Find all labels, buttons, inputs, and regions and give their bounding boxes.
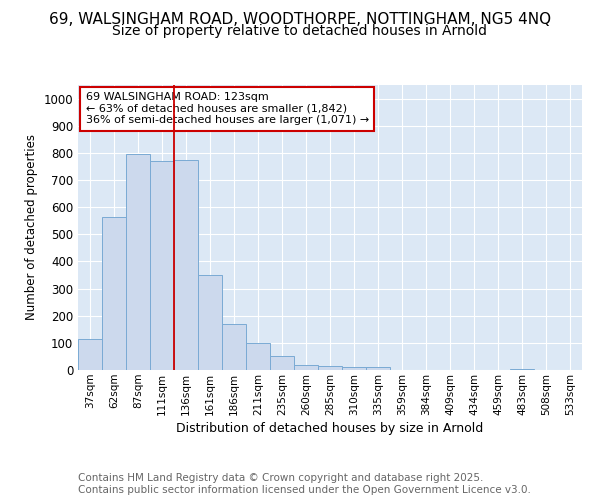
Text: Contains HM Land Registry data © Crown copyright and database right 2025.
Contai: Contains HM Land Registry data © Crown c… xyxy=(78,474,531,495)
Text: 69, WALSINGHAM ROAD, WOODTHORPE, NOTTINGHAM, NG5 4NQ: 69, WALSINGHAM ROAD, WOODTHORPE, NOTTING… xyxy=(49,12,551,28)
Bar xyxy=(102,216,126,370)
Bar xyxy=(78,339,102,370)
Bar xyxy=(318,366,342,370)
Y-axis label: Number of detached properties: Number of detached properties xyxy=(25,134,38,320)
X-axis label: Distribution of detached houses by size in Arnold: Distribution of detached houses by size … xyxy=(176,422,484,435)
Bar xyxy=(342,368,366,370)
Bar xyxy=(198,275,222,370)
Text: 69 WALSINGHAM ROAD: 123sqm
← 63% of detached houses are smaller (1,842)
36% of s: 69 WALSINGHAM ROAD: 123sqm ← 63% of deta… xyxy=(86,92,369,126)
Text: Size of property relative to detached houses in Arnold: Size of property relative to detached ho… xyxy=(113,24,487,38)
Bar xyxy=(510,368,534,370)
Bar xyxy=(294,364,318,370)
Bar xyxy=(126,154,150,370)
Bar xyxy=(150,161,174,370)
Bar xyxy=(174,160,198,370)
Bar xyxy=(366,368,390,370)
Bar xyxy=(270,356,294,370)
Bar xyxy=(246,343,270,370)
Bar xyxy=(222,324,246,370)
